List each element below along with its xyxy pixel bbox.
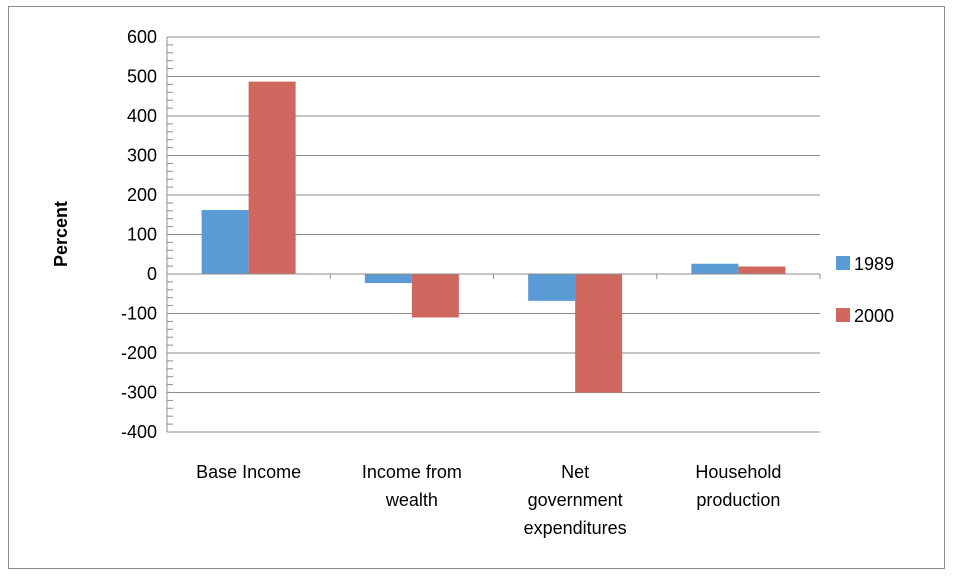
y-tick-label: 100 (127, 225, 157, 245)
y-tick-label: 500 (127, 67, 157, 87)
y-tick-labels: 600 500 400 300 200 100 0 -100 -200 -300 -400 (121, 27, 157, 442)
y-axis-title: Percent (51, 201, 71, 267)
category-label: Household production (695, 462, 781, 510)
legend: 1989 2000 (836, 254, 894, 326)
y-tick-label: 400 (127, 106, 157, 126)
bar-1989 (528, 274, 576, 301)
bar-2000 (575, 274, 623, 393)
y-tick-label: -300 (121, 383, 157, 403)
category-label: Net government expenditures (524, 462, 627, 538)
bar-1989 (201, 210, 249, 274)
y-tick-label: -100 (121, 304, 157, 324)
category-label: Base Income (196, 462, 301, 482)
axes (166, 36, 821, 433)
y-tick-label: 600 (127, 27, 157, 47)
y-tick-label: 300 (127, 146, 157, 166)
bar-2000 (248, 81, 296, 274)
bar-2000 (411, 274, 459, 318)
bar-2000 (738, 266, 786, 274)
chart-frame (8, 6, 945, 569)
y-tick-label: -400 (121, 422, 157, 442)
legend-label-1989: 1989 (854, 254, 894, 274)
category-label: Income from wealth (362, 462, 462, 510)
y-tick-label: 0 (147, 264, 157, 284)
legend-swatch-2000 (836, 308, 850, 322)
category-labels: Base Income Income from wealth Net governmen… (196, 462, 781, 538)
legend-label-2000: 2000 (854, 306, 894, 326)
bar-1989 (691, 263, 739, 274)
y-tick-label: -200 (121, 343, 157, 363)
bars (201, 81, 786, 393)
y-tick-label: 200 (127, 185, 157, 205)
legend-swatch-1989 (836, 256, 850, 270)
bar-1989 (364, 274, 412, 284)
